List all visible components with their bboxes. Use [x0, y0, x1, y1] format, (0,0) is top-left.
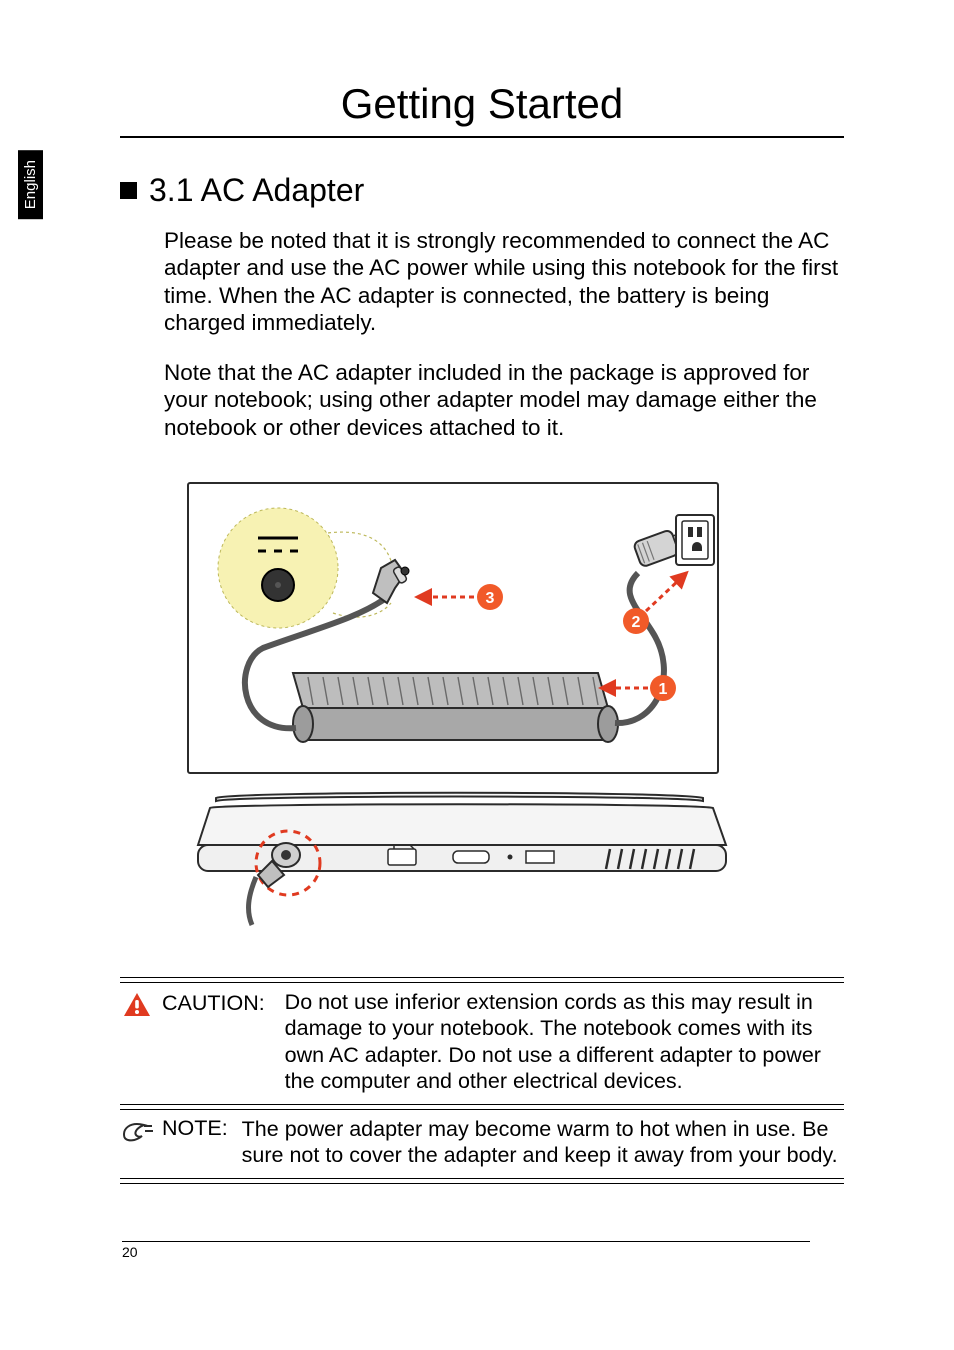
- note-text: The power adapter may become warm to hot…: [242, 1116, 844, 1168]
- caution-block: CAUTION: Do not use inferior extension c…: [120, 987, 844, 1100]
- section-heading-row: 3.1 AC Adapter: [120, 172, 844, 209]
- marker-3-text: 3: [486, 590, 495, 607]
- rule: [120, 1109, 844, 1110]
- figure-adapter-diagram: 1 2 3: [178, 473, 844, 933]
- caution-icon: [120, 989, 154, 1021]
- marker-2-text: 2: [632, 614, 641, 631]
- note-icon: [120, 1116, 154, 1148]
- note-label: NOTE:: [162, 1116, 234, 1141]
- rule: [120, 1104, 844, 1105]
- language-tab: English: [18, 150, 43, 219]
- page-number: 20: [122, 1241, 810, 1260]
- marker-1-text: 1: [659, 681, 668, 698]
- rule: [120, 1178, 844, 1179]
- square-bullet-icon: [120, 182, 137, 199]
- caution-label: CAUTION:: [162, 989, 277, 1016]
- body-paragraph-1: Please be noted that it is strongly reco…: [164, 227, 844, 337]
- body-paragraph-2: Note that the AC adapter included in the…: [164, 359, 844, 441]
- rule: [120, 977, 844, 978]
- title-rule: [120, 136, 844, 138]
- section-heading: 3.1 AC Adapter: [149, 172, 364, 209]
- notices: CAUTION: Do not use inferior extension c…: [120, 977, 844, 1184]
- page: English Getting Started 3.1 AC Adapter P…: [0, 0, 954, 1350]
- caution-text: Do not use inferior extension cords as t…: [285, 989, 844, 1094]
- rule: [120, 1183, 844, 1184]
- chapter-title: Getting Started: [120, 80, 844, 128]
- note-block: NOTE: The power adapter may become warm …: [120, 1114, 844, 1174]
- rule: [120, 982, 844, 983]
